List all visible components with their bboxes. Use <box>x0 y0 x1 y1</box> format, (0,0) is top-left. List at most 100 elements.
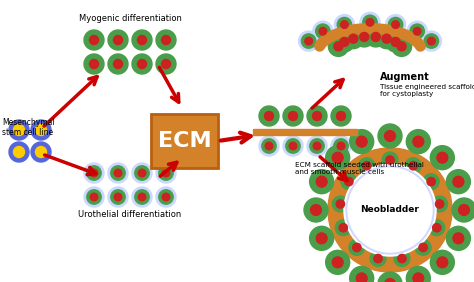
Circle shape <box>452 198 474 222</box>
Circle shape <box>430 250 454 274</box>
Circle shape <box>349 34 358 43</box>
Circle shape <box>301 34 316 48</box>
Circle shape <box>447 226 470 250</box>
Circle shape <box>310 226 334 250</box>
Circle shape <box>108 54 128 74</box>
Circle shape <box>428 193 451 215</box>
Circle shape <box>113 60 122 69</box>
Text: ECM: ECM <box>158 131 212 151</box>
Circle shape <box>378 124 402 148</box>
Circle shape <box>384 279 395 282</box>
Circle shape <box>412 236 434 258</box>
Circle shape <box>370 251 386 266</box>
Circle shape <box>316 24 330 38</box>
Circle shape <box>90 169 98 177</box>
Circle shape <box>421 31 441 51</box>
Circle shape <box>159 166 173 180</box>
Circle shape <box>156 163 176 183</box>
Circle shape <box>423 174 439 190</box>
Circle shape <box>392 36 411 56</box>
Circle shape <box>433 224 441 232</box>
Circle shape <box>379 149 401 171</box>
Circle shape <box>340 38 349 47</box>
Circle shape <box>336 200 345 208</box>
Circle shape <box>353 243 361 252</box>
Circle shape <box>402 155 424 177</box>
Circle shape <box>366 19 374 26</box>
Circle shape <box>397 42 406 51</box>
Circle shape <box>359 158 374 174</box>
Circle shape <box>283 106 303 126</box>
Circle shape <box>334 32 355 52</box>
Circle shape <box>84 187 104 207</box>
Circle shape <box>132 30 152 50</box>
Circle shape <box>138 169 146 177</box>
Circle shape <box>335 220 351 236</box>
Circle shape <box>332 152 343 163</box>
Circle shape <box>430 250 454 274</box>
Circle shape <box>367 248 389 270</box>
Circle shape <box>316 233 327 244</box>
Circle shape <box>31 120 51 140</box>
Circle shape <box>162 36 171 45</box>
Circle shape <box>108 54 128 74</box>
Circle shape <box>329 193 351 215</box>
Circle shape <box>283 106 303 126</box>
Circle shape <box>394 251 410 266</box>
Circle shape <box>132 163 152 183</box>
Circle shape <box>453 176 464 187</box>
Circle shape <box>350 266 374 282</box>
Circle shape <box>265 142 273 150</box>
Circle shape <box>264 111 273 120</box>
Circle shape <box>36 124 46 135</box>
Circle shape <box>427 177 435 186</box>
Circle shape <box>419 243 428 252</box>
Circle shape <box>386 156 394 164</box>
Circle shape <box>406 266 430 282</box>
Circle shape <box>459 205 469 215</box>
Circle shape <box>84 54 104 74</box>
Circle shape <box>407 21 427 41</box>
Circle shape <box>356 273 367 282</box>
Circle shape <box>335 15 355 35</box>
Circle shape <box>286 139 300 153</box>
Text: Tissue engineered scaffold
for cystoplasty: Tissue engineered scaffold for cystoplas… <box>380 84 474 97</box>
Circle shape <box>108 187 128 207</box>
Circle shape <box>360 32 369 41</box>
Circle shape <box>111 190 125 204</box>
Circle shape <box>108 30 128 50</box>
Circle shape <box>331 136 351 156</box>
Circle shape <box>346 236 368 258</box>
Circle shape <box>398 254 406 263</box>
Circle shape <box>343 29 364 49</box>
Bar <box>253 129 357 135</box>
Circle shape <box>409 162 418 170</box>
Circle shape <box>378 272 402 282</box>
Circle shape <box>348 168 432 252</box>
Circle shape <box>9 120 29 140</box>
Circle shape <box>326 146 350 170</box>
Text: Neobladder: Neobladder <box>361 206 419 215</box>
Circle shape <box>378 124 402 148</box>
Circle shape <box>436 200 444 208</box>
Circle shape <box>36 147 46 158</box>
Circle shape <box>374 254 382 263</box>
Circle shape <box>132 30 152 50</box>
Circle shape <box>319 27 327 35</box>
Circle shape <box>90 193 98 201</box>
Circle shape <box>132 54 152 74</box>
Circle shape <box>337 142 345 150</box>
Circle shape <box>332 196 348 212</box>
Circle shape <box>356 136 367 147</box>
Circle shape <box>114 169 122 177</box>
Circle shape <box>382 34 391 43</box>
Circle shape <box>426 217 448 239</box>
Circle shape <box>363 15 377 30</box>
Circle shape <box>138 193 146 201</box>
Circle shape <box>90 60 99 69</box>
Circle shape <box>334 32 355 52</box>
Circle shape <box>13 124 25 135</box>
Circle shape <box>307 106 327 126</box>
Circle shape <box>429 220 445 236</box>
Circle shape <box>430 146 454 170</box>
